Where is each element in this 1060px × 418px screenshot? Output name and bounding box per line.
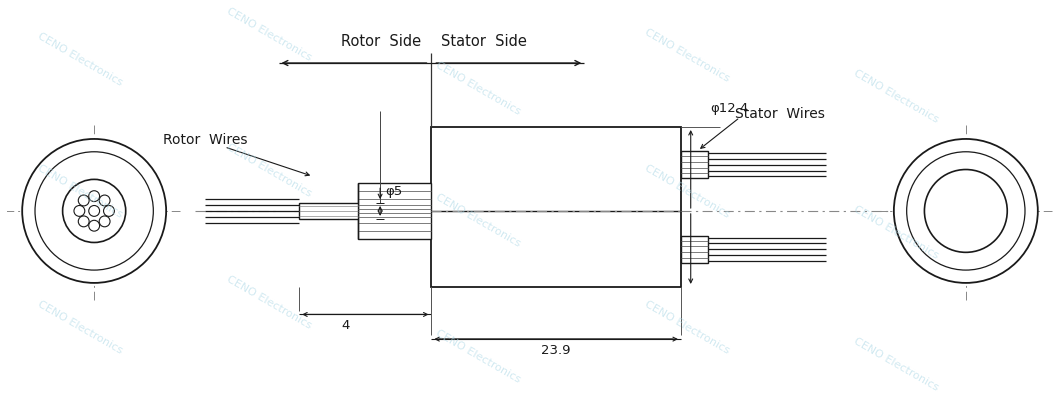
Text: Rotor  Wires: Rotor Wires: [163, 133, 248, 147]
Circle shape: [906, 152, 1025, 270]
Circle shape: [89, 191, 100, 201]
Bar: [431, 127, 681, 287]
Circle shape: [63, 179, 126, 242]
Circle shape: [78, 195, 89, 206]
Text: CENO Electronics: CENO Electronics: [36, 163, 125, 220]
Circle shape: [74, 206, 85, 217]
Text: CENO Electronics: CENO Electronics: [434, 328, 522, 385]
Circle shape: [104, 206, 114, 217]
Circle shape: [100, 216, 110, 227]
Bar: [949, 229, 983, 242]
Bar: [681, 151, 708, 178]
Text: φ12.4: φ12.4: [710, 102, 748, 115]
Circle shape: [35, 152, 154, 270]
Bar: [681, 236, 708, 263]
Text: CENO Electronics: CENO Electronics: [851, 68, 940, 125]
Text: 23.9: 23.9: [542, 344, 571, 357]
Text: CENO Electronics: CENO Electronics: [434, 192, 522, 249]
Text: Stator  Wires: Stator Wires: [735, 107, 825, 121]
Circle shape: [22, 139, 166, 283]
Circle shape: [89, 206, 100, 217]
Text: CENO Electronics: CENO Electronics: [225, 6, 313, 63]
Circle shape: [894, 139, 1038, 283]
Text: CENO Electronics: CENO Electronics: [225, 143, 313, 199]
Text: Stator  Side: Stator Side: [441, 34, 527, 49]
Text: CENO Electronics: CENO Electronics: [642, 163, 731, 220]
Text: CENO Electronics: CENO Electronics: [851, 336, 940, 393]
Bar: [949, 180, 983, 193]
Text: 4: 4: [341, 319, 350, 332]
Text: CENO Electronics: CENO Electronics: [642, 27, 731, 84]
Circle shape: [89, 220, 100, 231]
Text: CENO Electronics: CENO Electronics: [36, 299, 125, 356]
Text: CENO Electronics: CENO Electronics: [642, 299, 731, 356]
Bar: [358, 184, 431, 239]
Bar: [299, 203, 358, 219]
Circle shape: [924, 170, 1007, 252]
Text: CENO Electronics: CENO Electronics: [434, 60, 522, 117]
Text: CENO Electronics: CENO Electronics: [36, 31, 125, 88]
Circle shape: [78, 216, 89, 227]
Text: Rotor  Side: Rotor Side: [341, 34, 422, 49]
Text: φ5: φ5: [385, 185, 403, 198]
Circle shape: [100, 195, 110, 206]
Text: CENO Electronics: CENO Electronics: [225, 274, 313, 331]
Text: CENO Electronics: CENO Electronics: [851, 204, 940, 261]
